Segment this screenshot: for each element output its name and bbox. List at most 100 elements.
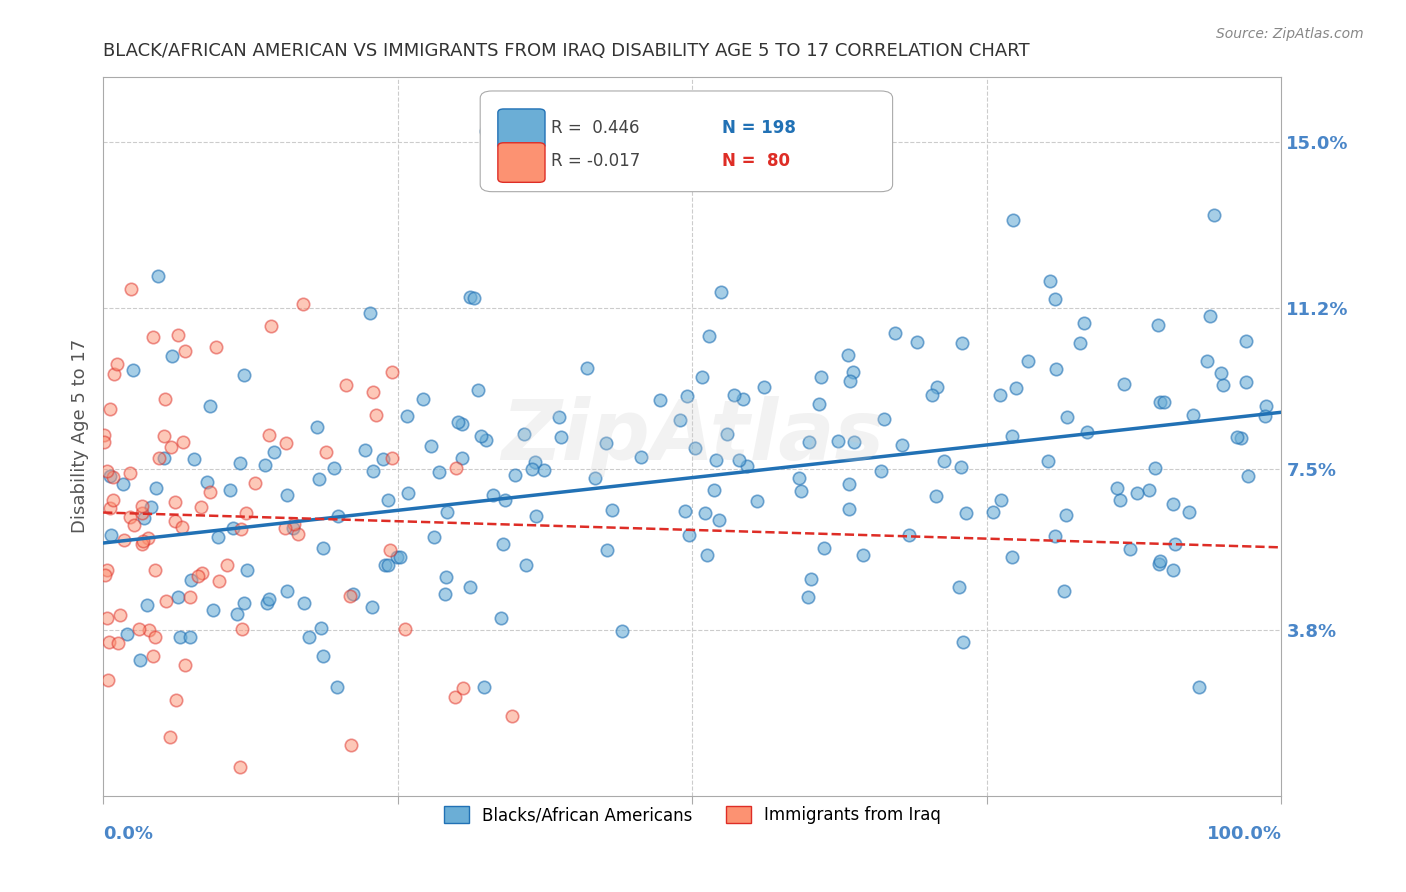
- Point: [166, 328, 188, 343]
- Point: [596, 542, 619, 557]
- Point: [339, 589, 361, 603]
- Point: [905, 334, 928, 349]
- Point: [501, 709, 523, 723]
- Point: [136, 531, 159, 545]
- Point: [198, 485, 221, 500]
- Point: [396, 409, 419, 423]
- Point: [396, 485, 419, 500]
- Point: [921, 387, 943, 401]
- Point: [837, 348, 859, 362]
- Point: [693, 506, 716, 520]
- Point: [207, 574, 229, 589]
- Point: [381, 451, 404, 466]
- Point: [451, 450, 474, 465]
- Point: [169, 630, 191, 644]
- Point: [472, 680, 495, 694]
- Point: [754, 379, 776, 393]
- Point: [446, 461, 468, 475]
- Point: [1211, 366, 1233, 380]
- Point: [93, 435, 115, 450]
- Point: [308, 472, 330, 486]
- Point: [1204, 208, 1226, 222]
- Point: [165, 693, 187, 707]
- Text: R = -0.017: R = -0.017: [551, 153, 640, 170]
- Point: [463, 292, 485, 306]
- Point: [482, 488, 505, 502]
- Point: [810, 370, 832, 384]
- Text: ZipAtlas: ZipAtlas: [501, 396, 884, 476]
- Point: [374, 558, 396, 573]
- Point: [1153, 394, 1175, 409]
- Point: [550, 430, 572, 444]
- Point: [884, 326, 907, 340]
- Point: [1005, 381, 1028, 395]
- Point: [131, 536, 153, 550]
- Point: [153, 429, 176, 443]
- Point: [231, 623, 253, 637]
- Point: [380, 543, 402, 558]
- Point: [179, 590, 201, 604]
- Point: [952, 635, 974, 649]
- Point: [1039, 274, 1062, 288]
- Point: [515, 558, 537, 572]
- Point: [890, 438, 912, 452]
- Point: [575, 360, 598, 375]
- Point: [97, 673, 120, 687]
- Point: [436, 505, 458, 519]
- Point: [323, 461, 346, 475]
- Point: [257, 428, 280, 442]
- Point: [990, 493, 1012, 508]
- Point: [328, 508, 350, 523]
- Legend: Blacks/African Americans, Immigrants from Iraq: Blacks/African Americans, Immigrants fro…: [437, 799, 948, 830]
- Point: [950, 336, 973, 351]
- Point: [852, 548, 875, 562]
- Point: [160, 350, 183, 364]
- Point: [96, 611, 118, 625]
- Point: [723, 388, 745, 402]
- Point: [326, 680, 349, 694]
- Point: [1212, 378, 1234, 392]
- Point: [274, 520, 297, 534]
- Text: Source: ZipAtlas.com: Source: ZipAtlas.com: [1216, 27, 1364, 41]
- Text: BLACK/AFRICAN AMERICAN VS IMMIGRANTS FROM IRAQ DISABILITY AGE 5 TO 17 CORRELATIO: BLACK/AFRICAN AMERICAN VS IMMIGRANTS FRO…: [103, 42, 1029, 60]
- Point: [259, 319, 281, 334]
- Point: [153, 392, 176, 406]
- Point: [1056, 409, 1078, 424]
- Point: [1188, 680, 1211, 694]
- Point: [1038, 454, 1060, 468]
- Point: [447, 415, 470, 429]
- Point: [1237, 468, 1260, 483]
- Point: [120, 282, 142, 296]
- Point: [1178, 505, 1201, 519]
- Point: [523, 455, 546, 469]
- Point: [696, 548, 718, 562]
- Point: [1043, 292, 1066, 306]
- Point: [1163, 497, 1185, 511]
- Point: [460, 580, 482, 594]
- Point: [276, 487, 298, 501]
- Point: [1054, 508, 1077, 523]
- Point: [93, 428, 115, 442]
- Point: [103, 367, 125, 381]
- Point: [470, 428, 492, 442]
- Point: [342, 587, 364, 601]
- Point: [731, 392, 754, 407]
- Point: [165, 495, 187, 509]
- Point: [692, 370, 714, 384]
- Point: [1199, 310, 1222, 324]
- Point: [197, 475, 219, 489]
- Point: [183, 451, 205, 466]
- Point: [1230, 431, 1253, 445]
- Point: [142, 329, 165, 343]
- Point: [111, 476, 134, 491]
- Point: [377, 558, 399, 573]
- Point: [231, 522, 253, 536]
- Point: [1069, 336, 1091, 351]
- Point: [276, 584, 298, 599]
- FancyBboxPatch shape: [498, 143, 546, 182]
- Point: [373, 452, 395, 467]
- Point: [131, 506, 153, 520]
- Point: [491, 537, 513, 551]
- Point: [112, 533, 135, 548]
- Point: [364, 408, 387, 422]
